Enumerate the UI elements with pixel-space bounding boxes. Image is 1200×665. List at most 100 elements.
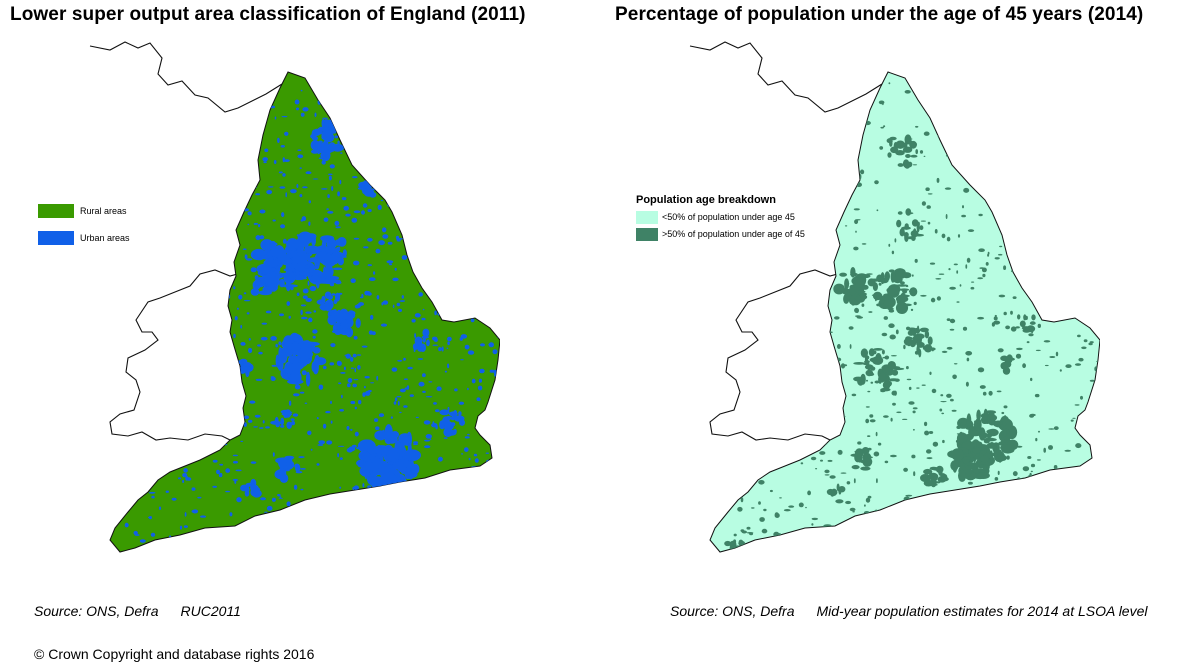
area-spot: [735, 414, 740, 419]
legend-item-rural: Rural areas: [38, 203, 130, 219]
area-spot: [397, 524, 403, 529]
area-spot: [901, 226, 911, 230]
area-spot: [200, 515, 207, 518]
area-spot: [167, 405, 174, 408]
area-spot: [136, 439, 142, 443]
area-spot: [473, 114, 477, 119]
area-spot: [243, 415, 250, 420]
area-spot: [1029, 544, 1034, 548]
area-spot: [266, 505, 273, 511]
area-spot: [1071, 214, 1075, 218]
area-spot: [469, 112, 474, 117]
area-spot: [861, 243, 867, 245]
area-spot: [1035, 349, 1041, 352]
area-spot: [295, 471, 303, 474]
area-spot: [962, 205, 964, 209]
area-spot: [246, 312, 250, 315]
area-spot: [249, 123, 253, 129]
area-spot: [284, 361, 294, 375]
area-spot: [446, 205, 449, 211]
area-spot: [248, 347, 253, 354]
area-spot: [441, 198, 446, 203]
area-spot: [477, 385, 483, 391]
area-spot: [296, 525, 300, 527]
area-spot: [868, 311, 873, 313]
area-spot: [326, 440, 333, 445]
area-spot: [350, 400, 356, 405]
area-spot: [867, 390, 871, 393]
area-spot: [426, 339, 430, 347]
area-spot: [888, 323, 895, 329]
area-spot: [205, 220, 208, 223]
area-spot: [829, 475, 836, 479]
area-spot: [319, 512, 327, 515]
area-spot: [381, 302, 384, 306]
area-spot: [365, 475, 367, 480]
area-spot: [280, 372, 283, 376]
rural-swatch: [38, 204, 74, 218]
area-spot: [460, 359, 464, 361]
area-spot: [784, 363, 788, 365]
area-spot: [403, 378, 408, 381]
area-spot: [176, 138, 183, 140]
area-spot: [722, 376, 727, 378]
area-spot: [286, 421, 293, 429]
area-spot: [1081, 346, 1087, 350]
area-spot: [938, 273, 945, 275]
area-spot: [852, 510, 855, 513]
area-spot: [483, 169, 488, 175]
area-spot: [975, 153, 981, 156]
area-spot: [497, 520, 500, 526]
area-spot: [728, 443, 734, 449]
area-spot: [398, 308, 402, 312]
source-detail: Mid-year population estimates for 2014 a…: [816, 603, 1148, 619]
area-spot: [926, 457, 933, 460]
area-spot: [928, 514, 931, 518]
area-spot: [1089, 186, 1096, 192]
area-spot: [958, 431, 964, 445]
left-map-source: Source: ONS, Defra RUC2011: [34, 603, 241, 619]
older-swatch: [636, 210, 658, 224]
area-spot: [1053, 208, 1058, 212]
area-spot: [284, 409, 292, 418]
area-spot: [871, 294, 879, 297]
area-spot: [431, 196, 434, 201]
area-spot: [302, 295, 308, 299]
scotland-border: [689, 41, 883, 113]
area-spot: [449, 512, 454, 517]
area-spot: [124, 197, 129, 201]
area-spot: [312, 515, 316, 521]
area-spot: [955, 151, 960, 156]
area-spot: [963, 187, 970, 193]
area-spot: [231, 363, 236, 366]
area-spot: [895, 329, 899, 335]
area-spot: [480, 488, 486, 492]
area-spot: [490, 123, 497, 129]
area-spot: [924, 430, 930, 436]
area-spot: [440, 178, 447, 184]
area-spot: [365, 531, 369, 533]
area-spot: [193, 374, 201, 380]
area-spot: [217, 311, 219, 317]
area-spot: [323, 119, 330, 124]
area-spot: [259, 104, 264, 108]
area-spot: [929, 347, 936, 351]
area-spot: [242, 248, 247, 250]
area-spot: [240, 84, 244, 87]
area-spot: [264, 148, 269, 153]
area-spot: [865, 418, 870, 424]
area-spot: [159, 547, 166, 550]
area-spot: [240, 440, 244, 442]
area-spot: [472, 540, 475, 543]
area-spot: [173, 96, 179, 101]
area-spot: [927, 336, 933, 346]
area-spot: [882, 102, 884, 106]
area-spot: [327, 194, 330, 199]
area-spot: [1035, 489, 1038, 494]
area-spot: [362, 103, 367, 105]
area-spot: [386, 141, 389, 146]
area-spot: [434, 310, 437, 316]
area-spot: [761, 309, 767, 315]
area-spot: [398, 433, 412, 445]
area-spot: [379, 454, 383, 460]
